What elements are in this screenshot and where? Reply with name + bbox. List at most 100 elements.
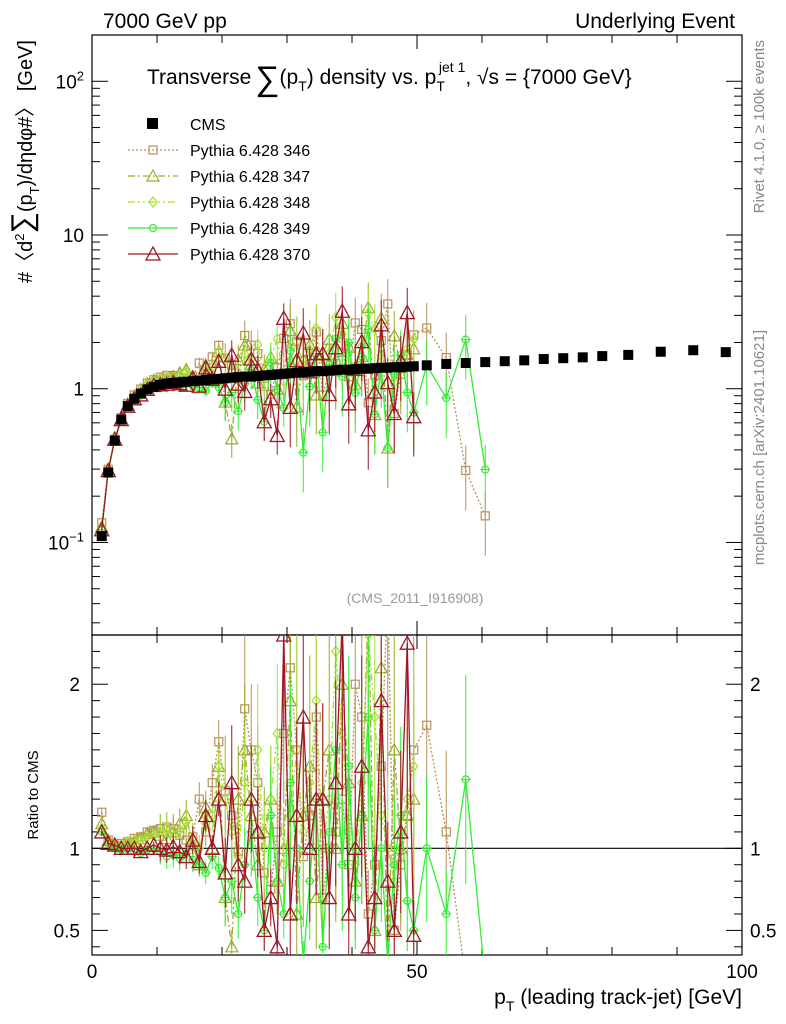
pythia-348-ratio-point: [252, 743, 263, 756]
pythia-370-ratio-point: [126, 839, 143, 855]
pythia-348-ratio-point: [161, 822, 172, 835]
pythia-370-ratio-point: [184, 831, 201, 847]
pythia-346-ratio-point: [384, 582, 392, 590]
pythia-348-ratio-point: [239, 776, 250, 789]
pythia-370-ratio-point: [366, 889, 383, 905]
pythia-348-ratio-point: [148, 829, 159, 842]
x-tick-label-1: 50: [406, 962, 427, 983]
cms-data-points: [96, 345, 731, 542]
pythia-370-ratio-point: [379, 872, 396, 888]
cms-point: [317, 366, 328, 377]
legend-label-370: Pythia 6.428 370: [190, 247, 310, 264]
pythia-370-ratio-point: [217, 864, 234, 880]
pythia-370-point: [210, 352, 227, 368]
pythia-370-ratio-point: [321, 889, 338, 905]
pythia-346-ratio-point: [441, 827, 451, 837]
pythia-349-ratio-point: [300, 960, 307, 967]
pythia-370-ratio-point: [360, 938, 377, 954]
cms-point: [155, 379, 166, 390]
pythia-346-ratio-point: [481, 992, 489, 1000]
pythia-370-ratio-point: [399, 635, 416, 650]
pythia-370-ratio-point: [158, 841, 175, 857]
cms-point: [499, 356, 510, 367]
pythia-370-ratio-point: [236, 872, 253, 888]
pythia-346-ratio-point: [214, 737, 224, 747]
pythia-349-ratio-point: [384, 960, 391, 967]
legend-marker-cms: [147, 118, 158, 129]
legend-marker-pythia-347: [145, 168, 161, 182]
pythia-346-point: [350, 318, 360, 328]
cms-point: [285, 368, 296, 379]
legend: CMS Pythia 6.428 346 Pythia 6.428 347 Py…: [128, 117, 310, 264]
pythia-370-point: [353, 333, 370, 349]
pythia-370-ratio-point: [386, 922, 403, 938]
pythia-370-ratio-point: [191, 853, 208, 869]
pythia-370-ratio-point: [405, 926, 422, 942]
pythia-370-ratio-point: [275, 635, 292, 642]
cms-point: [597, 351, 608, 362]
pythia-347-ratio-point: [224, 939, 239, 953]
pythia-370-point: [340, 395, 357, 411]
pythia-370-ratio-point: [295, 708, 312, 724]
cms-point: [142, 384, 153, 395]
cms-point: [298, 367, 309, 378]
pythia-347-ratio-point: [387, 742, 402, 756]
pythia-370-point: [282, 399, 299, 415]
pythia-370-ratio-point: [210, 790, 227, 806]
cms-point: [174, 377, 185, 388]
pythia-370-ratio-point: [314, 790, 331, 806]
pythia-370-point: [405, 408, 422, 424]
legend-label-348: Pythia 6.428 348: [190, 195, 310, 212]
cms-point: [207, 374, 218, 385]
legend-label-346: Pythia 6.428 346: [190, 143, 310, 160]
mcplots-label: mcplots.cern.ch [arXiv:2401.10621]: [751, 330, 768, 565]
pythia-370-ratio-point: [223, 774, 240, 790]
pythia-370-ratio-point: [197, 807, 214, 823]
pythia-346-ratio-point: [194, 794, 204, 804]
cms-point: [376, 362, 387, 373]
pythia-347-ratio-point: [231, 791, 246, 805]
ratio-tick-label-left-1: 1: [69, 839, 80, 860]
pythia-370-ratio-point: [353, 757, 370, 773]
pythia-370-ratio-point: [373, 692, 390, 708]
pythia-370-ratio-point: [282, 905, 299, 921]
pythia-370-ratio-point: [288, 807, 305, 823]
ratio-tick-labels: 0.5 1 2 0.5 1 2: [54, 675, 777, 942]
pythia-370-ratio-point: [178, 848, 195, 864]
pythia-347-point: [224, 431, 239, 445]
pythia-370-ratio-point: [165, 838, 182, 854]
pythia-370-point: [386, 405, 403, 421]
cms-point: [252, 370, 263, 381]
x-tick-label-2: 100: [726, 962, 758, 983]
pythia-370-point: [321, 386, 338, 402]
pythia-370-ratio-point: [204, 839, 221, 855]
pythia-347-ratio-point: [382, 957, 394, 968]
pythia-348-ratio-point: [369, 711, 380, 724]
pythia-370-point: [230, 375, 247, 391]
cms-point: [161, 378, 172, 389]
pythia-370-ratio-point: [347, 839, 364, 855]
pythia-346-point: [422, 323, 432, 333]
x-tick-labels: 0 50 100: [87, 962, 758, 983]
pythia-347-point: [387, 328, 402, 342]
cms-point: [96, 531, 107, 542]
pythia-348-ratio-point: [213, 760, 224, 773]
cms-point: [389, 362, 400, 373]
cms-point: [337, 364, 348, 375]
pythia-370-ratio-point: [230, 856, 247, 872]
pythia-370-ratio-point: [139, 839, 156, 855]
cms-point: [233, 372, 244, 383]
cms-point: [109, 435, 120, 446]
cms-point: [395, 362, 406, 373]
pythia-348-ratio-point: [259, 842, 270, 855]
pythia-370-point: [262, 390, 279, 406]
ratio-tick-label-left-0: 0.5: [54, 921, 80, 942]
cms-point: [688, 345, 699, 356]
pythia-370-point: [379, 374, 396, 390]
cms-point: [291, 367, 302, 378]
pythia-370-ratio-point: [243, 790, 260, 806]
pythia-370-point: [314, 345, 331, 361]
cms-point: [343, 364, 354, 375]
legend-marker-pythia-348: [148, 196, 158, 208]
